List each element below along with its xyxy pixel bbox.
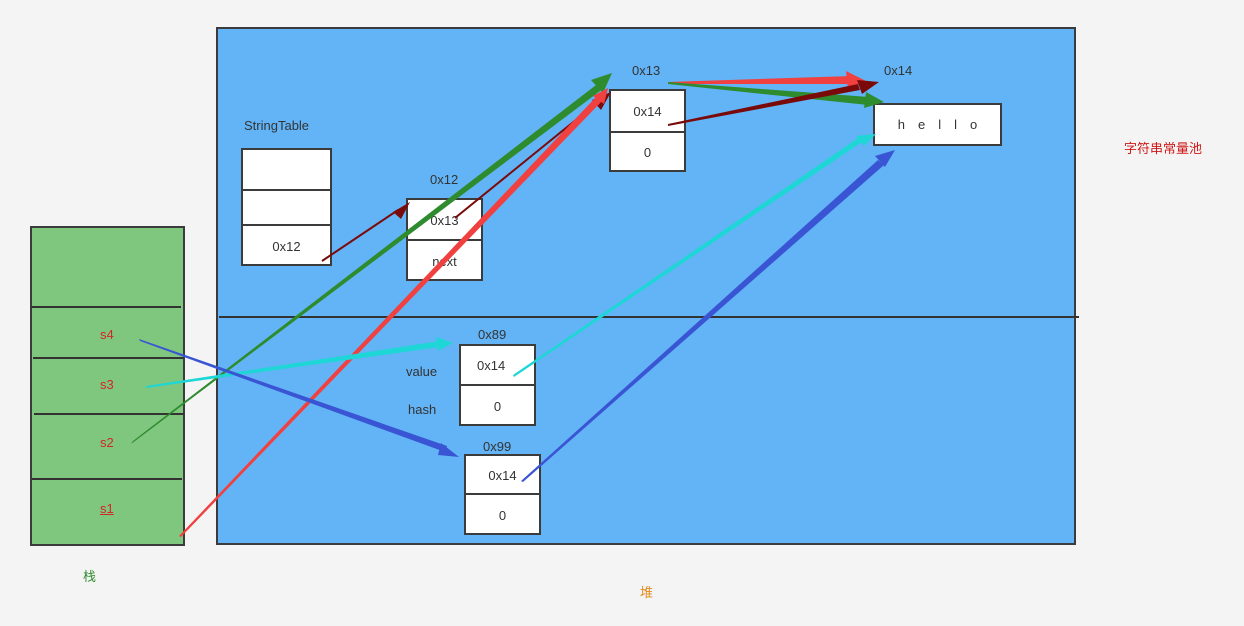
field-hash-label: hash (408, 402, 437, 417)
arrow-s1-to-0x13 (179, 95, 604, 537)
heap-label: 堆 (640, 585, 654, 600)
arrow-head (593, 88, 608, 104)
heap-divider (219, 316, 1079, 318)
node-0x12-value: 0x13 (430, 212, 459, 228)
arrow-0x99-to-hello (521, 160, 884, 482)
stack-label: 栈 (83, 569, 97, 584)
obj-0x99-value: 0x14 (488, 467, 517, 483)
node-0x12: 0x13 next (406, 198, 483, 281)
string-object-s4: 0x14 0 (464, 454, 541, 535)
arrow-0x13-to-hello-red (668, 76, 852, 84)
arrow-head (436, 337, 453, 351)
arrow-head (856, 134, 876, 146)
string-pool-label: 字符串常量池 (1124, 141, 1203, 156)
node-0x13: 0x14 0 (609, 89, 686, 172)
node-0x12-address: 0x12 (430, 172, 459, 187)
arrow-0x89-to-hello (513, 138, 862, 377)
stack-divider (31, 306, 181, 308)
arrow-head (846, 71, 866, 90)
string-table-title: StringTable (244, 118, 310, 133)
stack-var-s3: s3 (100, 377, 114, 392)
string-table-cell (243, 189, 330, 226)
arrow-0x13-value-to-hello (668, 84, 860, 126)
hello-text: hello (897, 117, 991, 132)
arrow-0x13-to-hello-green (668, 82, 869, 105)
string-table: 0x12 (241, 148, 332, 266)
obj-0x99-address: 0x99 (483, 439, 512, 454)
arrow-head (875, 150, 895, 167)
arrow-head (864, 92, 884, 108)
obj-0x89-hash: 0 (461, 384, 534, 426)
arrow-head (438, 443, 459, 457)
obj-0x99-hash: 0 (466, 493, 539, 535)
obj-0x89-value: 0x14 (477, 358, 506, 373)
stack-var-s4: s4 (100, 327, 114, 342)
stack-var-s1: s1 (100, 501, 114, 516)
arrow-s3-to-0x89 (146, 341, 440, 388)
arrow-head (393, 202, 410, 219)
arrow-table-to-0x12 (321, 209, 399, 262)
node-0x13-address: 0x13 (632, 63, 661, 78)
stack-divider (33, 357, 183, 359)
string-table-cell: 0x12 (243, 224, 330, 266)
arrow-s4-to-0x99 (139, 339, 447, 452)
node-0x13-value: 0x14 (633, 104, 662, 119)
stack-var-s2: s2 (100, 435, 114, 450)
node-0x13-next: 0 (611, 131, 684, 172)
stack-divider (32, 478, 182, 480)
arrow-head (857, 80, 879, 94)
field-value-label: value (406, 364, 438, 379)
string-object-s3: 0x14 0 (459, 344, 536, 426)
arrow-head (591, 73, 612, 93)
node-0x14-address: 0x14 (884, 63, 913, 78)
arrow-s2-to-0x13 (131, 82, 604, 444)
stack-divider (34, 413, 184, 415)
hello-char-array: hello (873, 103, 1002, 146)
obj-0x89-address: 0x89 (478, 327, 507, 342)
